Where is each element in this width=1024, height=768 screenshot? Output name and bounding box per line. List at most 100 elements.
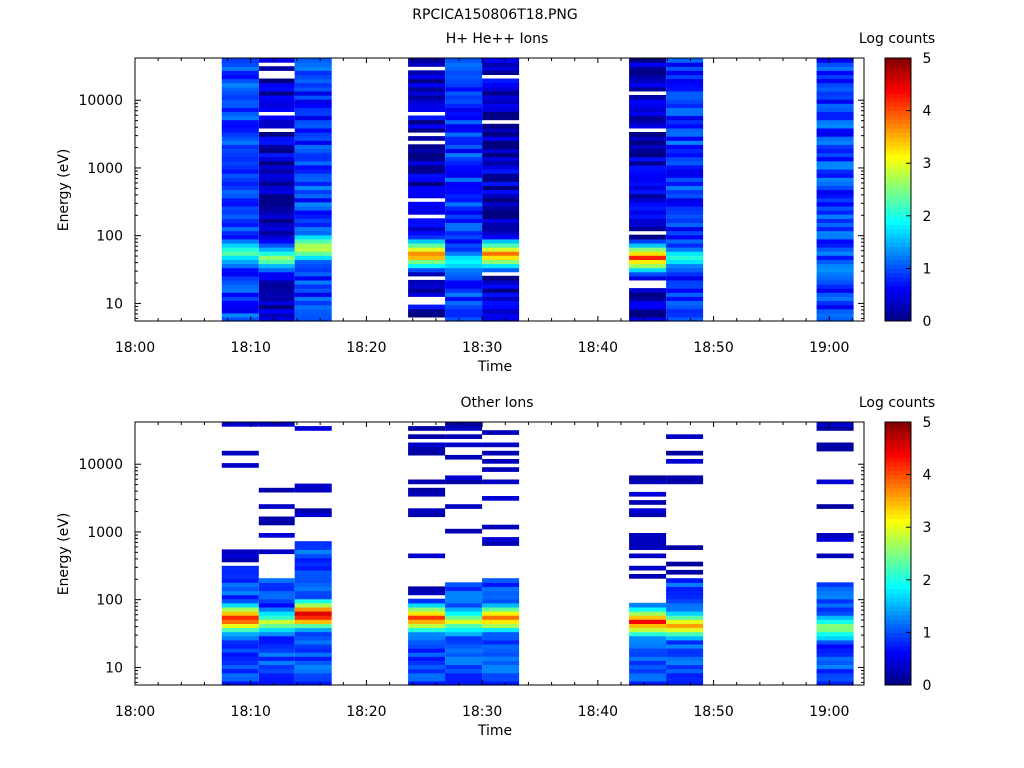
spectrogram-cell <box>816 160 854 166</box>
spectrogram-cell <box>482 78 520 84</box>
spectrogram-cell <box>482 164 520 170</box>
spectrogram-cell <box>258 594 295 600</box>
spectrogram-cell <box>816 197 854 203</box>
spectrogram-cell <box>221 271 259 277</box>
spectrogram-cell <box>666 615 704 620</box>
spectrogram-cell <box>482 70 520 75</box>
spectrogram-cell <box>221 234 259 240</box>
spectrogram-cell <box>816 255 854 260</box>
x-tick-label: 18:50 <box>693 704 733 720</box>
spectrogram-cell <box>258 132 295 137</box>
spectrogram-cell <box>629 574 667 579</box>
spectrogram-cell <box>629 491 667 497</box>
colorbar-swatch <box>885 202 911 208</box>
spectrogram-cell <box>816 271 854 277</box>
spectrogram-cell <box>629 119 667 125</box>
spectrogram-cell <box>482 606 520 612</box>
spectrogram-cell <box>482 197 520 203</box>
spectrogram-cell <box>408 148 446 154</box>
spectrogram-cell <box>258 668 295 674</box>
spectrogram-cell <box>258 267 295 273</box>
spectrogram-cell <box>816 668 854 674</box>
spectrogram-cell <box>816 316 854 322</box>
spectrogram-cell <box>221 422 259 427</box>
spectrogram-cell <box>258 312 295 318</box>
spectrogram-cell <box>816 623 854 629</box>
spectrogram-cell <box>221 189 259 195</box>
colorbar-swatch <box>885 101 911 107</box>
spectrogram-cell <box>482 623 520 629</box>
spectrogram-cell <box>408 230 446 236</box>
colorbar-swatch <box>885 88 911 94</box>
spectrogram-cell <box>816 442 854 448</box>
spectrogram-cell <box>445 103 483 108</box>
spectrogram-cell <box>258 664 295 670</box>
spectrogram-cell <box>666 214 704 219</box>
spectrogram-cell <box>408 263 446 269</box>
spectrogram-cell <box>482 66 520 71</box>
spectrogram-cell <box>221 226 259 232</box>
x-tick-label: 18:00 <box>115 340 155 356</box>
spectrogram-cell <box>816 185 854 191</box>
spectrogram-cell <box>294 487 332 493</box>
spectrogram-cell <box>445 251 483 256</box>
panel-title: Other Ions <box>460 395 533 411</box>
spectrogram-cell <box>258 578 295 583</box>
spectrogram-cell <box>816 123 854 129</box>
colorbar-swatch <box>885 233 911 239</box>
spectrogram-cell <box>258 214 295 219</box>
spectrogram-cell <box>258 590 295 596</box>
spectrogram-cell <box>482 664 520 670</box>
spectrogram-cell <box>816 169 854 174</box>
spectrogram-cell <box>629 214 667 219</box>
spectrogram-cell <box>294 619 332 624</box>
spectrogram-cell <box>221 74 259 80</box>
spectrogram-cell <box>666 234 704 240</box>
spectrogram-cell <box>666 304 704 310</box>
spectrogram-cell <box>258 78 295 84</box>
spectrogram-cell <box>408 553 446 559</box>
spectrogram-cell <box>629 648 667 653</box>
spectrogram-cell <box>482 598 520 604</box>
spectrogram-cell <box>629 95 667 100</box>
spectrogram-cell <box>221 615 259 620</box>
spectrogram-cell <box>294 541 332 546</box>
spectrogram-cell <box>629 181 667 186</box>
spectrogram-cell <box>258 300 295 306</box>
spectrogram-cell <box>629 660 667 665</box>
colorbar-swatch <box>885 663 911 668</box>
spectrogram-cell <box>258 619 295 624</box>
spectrogram-cell <box>482 82 520 88</box>
spectrogram-cell <box>816 222 854 228</box>
colorbar-tick-label: 3 <box>923 520 932 536</box>
spectrogram-cell <box>629 508 667 513</box>
spectrogram-cell <box>666 197 704 203</box>
spectrogram-cell <box>408 247 446 252</box>
spectrogram-cell <box>445 58 483 63</box>
colorbar-swatch <box>885 316 911 322</box>
spectrogram-cell <box>482 656 520 661</box>
spectrogram-cell <box>258 316 295 322</box>
spectrogram-cell <box>294 82 332 88</box>
spectrogram-cell <box>629 500 667 505</box>
spectrogram-cell <box>445 288 483 293</box>
spectrogram-cell <box>666 251 704 256</box>
spectrogram-cell <box>221 676 259 682</box>
spectrogram-cell <box>482 201 520 207</box>
colorbar-swatch <box>885 62 911 68</box>
spectrogram-cell <box>629 156 667 162</box>
spectrogram-cell <box>666 545 704 550</box>
spectrogram-cell <box>408 74 446 80</box>
colorbar-swatch <box>885 176 911 182</box>
spectrogram-cell <box>629 58 667 63</box>
spectrogram-cell <box>294 557 332 563</box>
spectrogram-cell <box>482 152 520 158</box>
spectrogram-cell <box>445 90 483 96</box>
spectrogram-cell <box>258 504 295 509</box>
spectrogram-cell <box>666 132 704 137</box>
spectrogram-cell <box>258 533 295 538</box>
spectrogram-cell <box>445 144 483 149</box>
spectrogram-cell <box>629 111 667 117</box>
spectrogram-cell <box>445 296 483 301</box>
spectrogram-cell <box>408 635 446 641</box>
